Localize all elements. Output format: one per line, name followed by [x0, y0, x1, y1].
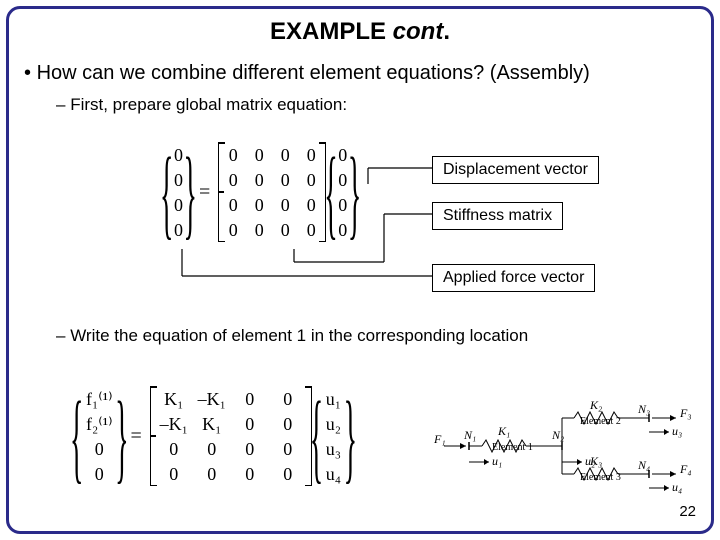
bullet-sub2-text: Write the equation of element 1 in the c… — [70, 326, 528, 345]
displacement-vector-zero: {} 0 0 0 0 — [330, 142, 355, 242]
element1-label: Element 1 — [492, 442, 533, 453]
disp-u3: u₃ — [672, 424, 682, 439]
bullet-main: How can we combine different element equ… — [24, 62, 706, 85]
schematic-svg — [434, 404, 709, 514]
force-cell: 0 — [174, 144, 183, 166]
applied-force-vector-label: Applied force vector — [432, 264, 595, 292]
element1-displacement-vector: {} u₁ u₂ u₃ u₄ — [316, 386, 351, 486]
bullet-sub1-text: First, prepare global matrix equation: — [70, 95, 347, 114]
node-n2: N₂ — [552, 428, 564, 443]
stiffness-matrix-zero: 0000 0000 0000 0000 — [218, 142, 326, 242]
force-cell: 0 — [174, 169, 183, 191]
disp-u1: u₁ — [492, 454, 502, 469]
bullet-main-text: How can we combine different element equ… — [37, 62, 590, 84]
disp-cell: 0 — [338, 219, 347, 241]
force-f4: F₄ — [680, 462, 692, 477]
element3-label: Element 3 — [580, 472, 621, 483]
force-cell: 0 — [174, 194, 183, 216]
global-matrix-equation: {} 0 0 0 0 = 0000 0000 0000 0000 {} 0 0 … — [164, 142, 404, 252]
node-n3: N₃ — [638, 402, 650, 417]
element1-equation: {} f₁⁽¹⁾ f₂⁽¹⁾ 0 0 = K₁–K₁00 –K₁K₁00 000… — [74, 386, 404, 506]
element1-force-vector: {} f₁⁽¹⁾ f₂⁽¹⁾ 0 0 — [76, 386, 123, 486]
node-n1: N₁ — [464, 428, 476, 443]
title-italic: cont — [393, 18, 444, 45]
slide-content: EXAMPLE cont. How can we combine differe… — [14, 14, 706, 526]
disp-cell: 0 — [338, 169, 347, 191]
force-cell: 0 — [174, 219, 183, 241]
title-period: . — [443, 18, 450, 45]
slide-title: EXAMPLE cont. — [14, 18, 706, 46]
equals-sign: = — [199, 181, 210, 204]
title-plain: EXAMPLE — [270, 18, 393, 45]
bullet-sub2: Write the equation of element 1 in the c… — [56, 326, 528, 346]
spring-k1: K₁ — [498, 424, 510, 439]
element1-stiffness-matrix: K₁–K₁00 –K₁K₁00 0000 0000 — [150, 386, 312, 486]
displacement-vector-label: Displacement vector — [432, 156, 599, 184]
disp-cell: 0 — [338, 144, 347, 166]
force-f1: F₁ — [434, 432, 446, 447]
force-vector-zero: {} 0 0 0 0 — [166, 142, 191, 242]
node-n4: N₄ — [638, 458, 650, 473]
force-f3: F₃ — [680, 406, 692, 421]
bullet-sub1: First, prepare global matrix equation: — [56, 95, 706, 115]
stiffness-matrix-label: Stiffness matrix — [432, 202, 563, 230]
equals-sign-2: = — [131, 425, 142, 448]
element2-label: Element 2 — [580, 416, 621, 427]
disp-u4: u₄ — [672, 480, 682, 495]
disp-cell: 0 — [338, 194, 347, 216]
page-number: 22 — [679, 503, 696, 520]
spring-schematic: F₁ F₃ F₄ N₁ N₂ N₃ N₄ K₁ K₂ K₃ Element 1 … — [434, 404, 709, 514]
spring-k2: K₂ — [590, 398, 602, 413]
disp-u2: u₂ — [585, 454, 595, 469]
